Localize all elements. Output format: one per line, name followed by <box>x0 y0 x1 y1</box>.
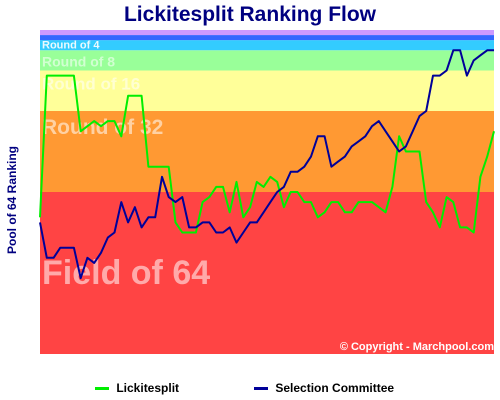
band-label-field-of-64: Field of 64 <box>42 254 210 292</box>
series-line-lickitesplit <box>39 74 495 234</box>
band-round-of-4 <box>40 40 494 51</box>
legend-swatch-selection-committee <box>254 387 268 391</box>
band-label-round-of-4: Round of 4 <box>42 39 100 51</box>
band-field-of-64 <box>40 192 494 354</box>
legend-label-selection-committee: Selection Committee <box>275 381 395 395</box>
band-label-round-of-16: Round of 16 <box>42 75 140 94</box>
chart-title: Lickitesplit Ranking Flow <box>123 3 377 26</box>
band-round-of-16 <box>40 70 494 111</box>
copyright-notice: © Copyright - Marchpool.com <box>340 341 494 353</box>
band-label-round-of-8: Round of 8 <box>42 53 115 69</box>
series-line-selection-committee <box>39 49 494 280</box>
series-lines <box>39 49 495 280</box>
legend-selection-committee: Selection Committee <box>254 381 394 395</box>
ranking-bands <box>40 30 494 354</box>
legend-swatch-lickitesplit <box>95 387 109 391</box>
band-label-round-of-32: Round of 32 <box>42 116 163 139</box>
band-round-of-8 <box>40 50 494 71</box>
band-top-6 <box>40 30 494 36</box>
legend-lickitesplit: Lickitesplit <box>95 381 179 395</box>
legend-label-lickitesplit: Lickitesplit <box>116 381 180 395</box>
band-labels: Field of 64 Round of 32 Round of 16 Round o… <box>42 39 210 292</box>
band-top-5 <box>40 35 494 41</box>
